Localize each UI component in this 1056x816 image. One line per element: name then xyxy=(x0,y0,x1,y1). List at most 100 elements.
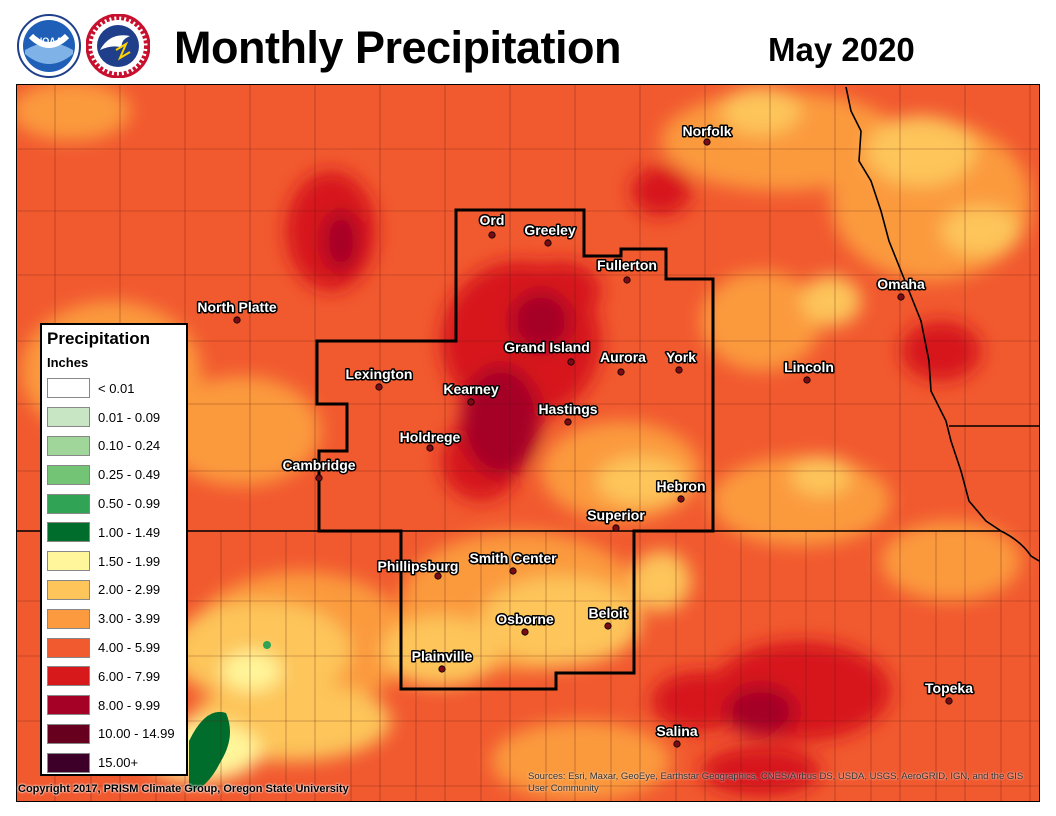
precipitation-legend: Precipitation Inches < 0.01 0.01 - 0.09 0.… xyxy=(40,323,188,776)
city-dot xyxy=(434,572,442,580)
legend-label: 0.50 - 0.99 xyxy=(98,496,161,512)
city-dot xyxy=(488,231,496,239)
forecast-area-boundary xyxy=(315,208,715,691)
legend-swatch xyxy=(47,407,90,428)
legend-swatch xyxy=(47,666,90,687)
city-dot xyxy=(544,239,552,247)
legend-item: 2.00 - 2.99 xyxy=(47,576,186,605)
city-label: Hastings xyxy=(538,401,597,417)
legend-swatch xyxy=(47,695,90,716)
city-dot xyxy=(803,376,811,384)
city-marker: Salina xyxy=(655,722,699,748)
legend-label: 6.00 - 7.99 xyxy=(98,668,161,684)
legend-swatch xyxy=(47,723,90,744)
city-label: Omaha xyxy=(877,276,925,292)
noaa-logo: NOAA xyxy=(17,14,81,78)
city-marker: Omaha xyxy=(876,275,926,301)
city-label: Kearney xyxy=(443,381,498,397)
legend-item: < 0.01 xyxy=(47,374,186,403)
city-label: North Platte xyxy=(197,299,277,315)
legend-swatch xyxy=(47,551,90,572)
legend-label: 4.00 - 5.99 xyxy=(98,640,161,656)
legend-label: 3.00 - 3.99 xyxy=(98,611,161,627)
city-marker: Holdrege xyxy=(398,428,462,452)
legend-swatch xyxy=(47,522,90,543)
city-marker: Phillipsburg xyxy=(376,557,460,580)
legend-item: 0.25 - 0.49 xyxy=(47,460,186,489)
city-label: Plainville xyxy=(412,648,473,664)
legend-item: 4.00 - 5.99 xyxy=(47,633,186,662)
legend-item: 1.50 - 1.99 xyxy=(47,547,186,576)
legend-item: 15.00+ xyxy=(47,748,186,777)
city-marker: Plainville xyxy=(410,647,474,673)
legend-label: 2.00 - 2.99 xyxy=(98,582,161,598)
city-dot xyxy=(945,697,953,705)
city-layer: Norfolk Ord Greeley Fullerton North Platte Om… xyxy=(196,122,975,748)
city-label: Fullerton xyxy=(597,257,657,273)
city-label: Cambridge xyxy=(282,457,355,473)
legend-swatch xyxy=(47,493,90,514)
city-dot xyxy=(677,495,685,503)
city-marker: Ord xyxy=(478,211,506,239)
legend-swatch xyxy=(47,464,90,485)
city-label: Aurora xyxy=(600,349,646,365)
page-title: Monthly Precipitation xyxy=(174,22,622,73)
city-label: Topeka xyxy=(925,680,973,696)
city-label: Norfolk xyxy=(683,123,732,139)
legend-item: 8.00 - 9.99 xyxy=(47,691,186,720)
city-marker: Smith Center xyxy=(468,549,559,575)
legend-swatch xyxy=(47,435,90,456)
city-dot xyxy=(673,740,681,748)
legend-label: 10.00 - 14.99 xyxy=(98,726,175,742)
city-dot xyxy=(467,398,475,406)
city-marker: Hebron xyxy=(655,477,707,503)
legend-items: < 0.01 0.01 - 0.09 0.10 - 0.24 0.25 - 0.49 0… xyxy=(47,374,186,777)
legend-item: 3.00 - 3.99 xyxy=(47,604,186,633)
map-date: May 2020 xyxy=(768,31,915,68)
precipitation-zones xyxy=(17,85,1031,801)
city-marker: Grand Island xyxy=(503,338,591,366)
city-dot xyxy=(567,358,575,366)
city-label: Beloit xyxy=(589,605,628,621)
city-marker: Lexington xyxy=(344,365,414,391)
legend-item: 0.01 - 0.09 xyxy=(47,403,186,432)
city-dot xyxy=(564,418,572,426)
city-dot xyxy=(703,138,711,146)
city-label: Greeley xyxy=(524,222,576,238)
legend-label: 0.01 - 0.09 xyxy=(98,409,161,425)
city-dot xyxy=(375,383,383,391)
city-dot xyxy=(233,316,241,324)
legend-swatch xyxy=(47,608,90,629)
city-marker: Lincoln xyxy=(783,358,835,384)
city-dot xyxy=(675,366,683,374)
legend-label: 1.50 - 1.99 xyxy=(98,553,161,569)
legend-units: Inches xyxy=(47,355,89,370)
city-dot xyxy=(612,524,620,532)
legend-item: 0.50 - 0.99 xyxy=(47,489,186,518)
city-marker: Kearney xyxy=(442,380,500,406)
svg-text:NOAA: NOAA xyxy=(36,36,63,46)
city-marker: Greeley xyxy=(523,221,577,247)
city-label: Phillipsburg xyxy=(378,558,459,574)
city-marker: Norfolk xyxy=(681,122,733,146)
city-label: Ord xyxy=(480,212,505,228)
legend-label: 8.00 - 9.99 xyxy=(98,697,161,713)
city-marker: Beloit xyxy=(587,604,629,630)
legend-swatch xyxy=(47,579,90,600)
city-label: Superior xyxy=(587,507,645,523)
city-dot xyxy=(426,444,434,452)
city-dot xyxy=(509,567,517,575)
legend-label: < 0.01 xyxy=(98,380,135,396)
legend-item: 6.00 - 7.99 xyxy=(47,662,186,691)
city-marker: Hastings xyxy=(537,400,599,426)
legend-label: 0.10 - 0.24 xyxy=(98,438,161,454)
city-label: Hebron xyxy=(657,478,706,494)
legend-item: 10.00 - 14.99 xyxy=(47,720,186,749)
city-marker: Cambridge xyxy=(281,456,357,482)
legend-item: 0.10 - 0.24 xyxy=(47,432,186,461)
legend-swatch xyxy=(47,637,90,658)
city-dot xyxy=(438,665,446,673)
city-dot xyxy=(623,276,631,284)
city-marker: York xyxy=(664,348,698,374)
city-marker: Aurora xyxy=(599,348,648,376)
